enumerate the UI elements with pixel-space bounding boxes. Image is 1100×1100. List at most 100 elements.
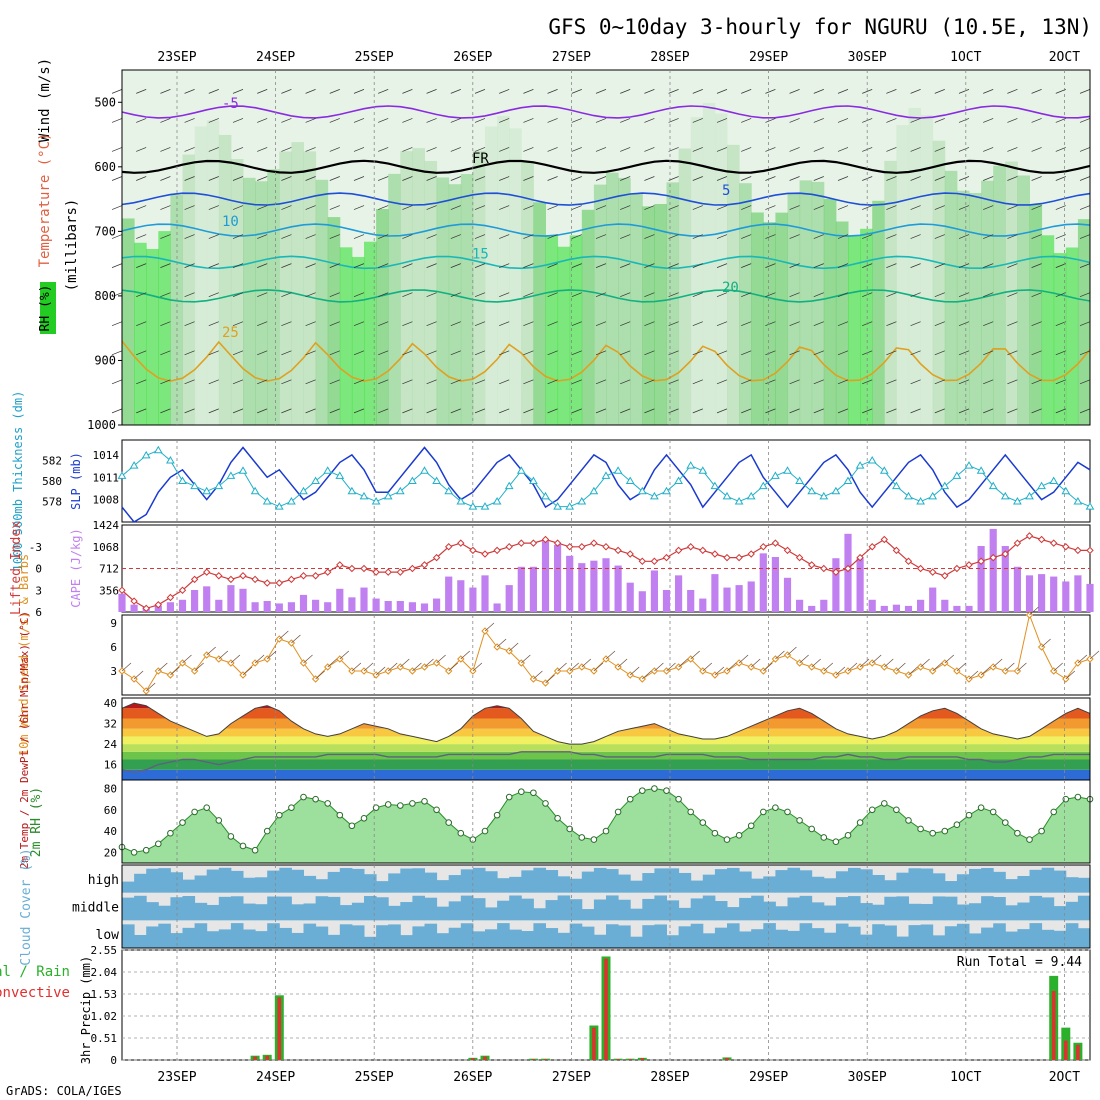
wind-barb	[232, 379, 244, 385]
lifted-index-marker	[505, 543, 513, 551]
cloud-cell	[364, 936, 377, 948]
cloud-cell	[884, 880, 897, 893]
wind-barb	[644, 118, 655, 123]
wind-barb	[934, 205, 945, 210]
lifted-index-marker	[916, 564, 925, 573]
wind-barb	[329, 205, 340, 210]
rh-marker	[856, 819, 864, 826]
wind-barb	[523, 176, 534, 181]
cape-bar	[723, 587, 731, 612]
lifted-index-marker	[662, 553, 671, 562]
thickness-marker	[553, 502, 562, 510]
cloud-cell	[727, 907, 740, 921]
wind-barb	[281, 176, 292, 181]
cloud-cell	[1053, 930, 1067, 948]
wind-barb	[886, 147, 897, 152]
wind-barb	[329, 89, 340, 94]
rh-shading-column	[339, 247, 353, 425]
wind-barb	[232, 147, 244, 152]
wind-barb	[910, 89, 921, 94]
wind-barb-10m	[775, 650, 785, 660]
rh-shading-column	[690, 117, 704, 425]
wind-barb	[620, 321, 631, 327]
lifted-index-marker	[118, 586, 126, 594]
wind-barb	[983, 147, 994, 152]
cape-bar	[917, 599, 925, 612]
rh-marker	[772, 804, 779, 811]
wind-barb	[305, 205, 316, 210]
thickness-marker	[807, 486, 817, 495]
cape-bar	[445, 576, 453, 612]
precip-tick-label: 1.53	[91, 988, 118, 1001]
isotherm-label: 25	[222, 325, 239, 341]
cloud-cell	[714, 927, 728, 948]
wind-barb-10m	[896, 662, 906, 672]
wind-barb	[547, 147, 558, 152]
cloud-cell	[920, 924, 934, 948]
wind-barb	[474, 118, 486, 123]
wind-barb	[402, 176, 413, 181]
wind-barb	[232, 205, 244, 210]
cloud-cell	[678, 872, 692, 893]
wind-barb	[1079, 263, 1091, 268]
date-label-bottom: 30SEP	[848, 1070, 887, 1085]
wind-barb	[644, 176, 655, 181]
rh-marker	[239, 842, 247, 850]
wind-barb	[378, 379, 389, 385]
wind-barb	[474, 408, 486, 414]
wind-barb	[789, 292, 800, 298]
thickness-marker	[698, 466, 708, 474]
cloud-cell	[194, 902, 208, 921]
thickness-marker	[274, 502, 284, 510]
cloud-cell	[521, 870, 534, 893]
rh-marker	[397, 802, 404, 809]
cloud-cell	[1053, 906, 1067, 921]
isotherm-line	[121, 340, 1091, 382]
wind-barb	[184, 147, 195, 152]
rh-shading-column	[702, 102, 716, 426]
wind-barb	[208, 147, 219, 152]
lifted-index-marker	[578, 543, 586, 551]
wind-barb	[958, 118, 970, 123]
wind-barb	[111, 176, 123, 181]
wind-barb	[329, 147, 340, 152]
cape-bar	[626, 582, 634, 612]
wind-barb	[813, 379, 824, 385]
rh-tick-label: 80	[104, 783, 117, 796]
rh-shading-column	[122, 218, 135, 425]
rh-shading-column	[351, 256, 365, 425]
cloud-cell	[521, 931, 534, 948]
wind-barb	[257, 292, 268, 298]
cloud-cell	[811, 902, 825, 921]
thickness-marker	[311, 476, 320, 484]
wind-barb	[837, 321, 849, 327]
rh-marker	[155, 840, 162, 848]
wind-barb	[111, 350, 123, 356]
wind-barb-10m	[291, 634, 301, 644]
thickness-marker	[710, 481, 720, 490]
isotherm-label: 15	[472, 246, 489, 262]
cloud-cell	[642, 925, 655, 948]
wind-barb-10m	[315, 670, 325, 680]
cloud-cell	[448, 875, 462, 893]
wind-barb	[644, 234, 655, 239]
wind-barb	[523, 379, 534, 385]
wind-barb	[983, 321, 994, 327]
cloud-cell	[1041, 897, 1055, 921]
wind-barb	[111, 205, 123, 210]
cloud-cell	[230, 923, 244, 948]
cape-bar	[215, 599, 223, 612]
wind-barb-10m	[944, 654, 955, 664]
wind-barb-10m	[508, 642, 519, 652]
wind-barb	[378, 350, 389, 356]
wind-barb	[547, 176, 558, 181]
wind-barb	[595, 89, 607, 94]
cloud-cell	[279, 867, 292, 893]
rh-marker	[614, 808, 622, 816]
wind-barb	[765, 292, 776, 298]
cloud-cell	[884, 896, 897, 921]
rh-marker	[203, 804, 210, 811]
wind-barb	[1031, 89, 1042, 94]
thickness-marker	[662, 486, 671, 495]
rh-marker	[626, 795, 634, 803]
